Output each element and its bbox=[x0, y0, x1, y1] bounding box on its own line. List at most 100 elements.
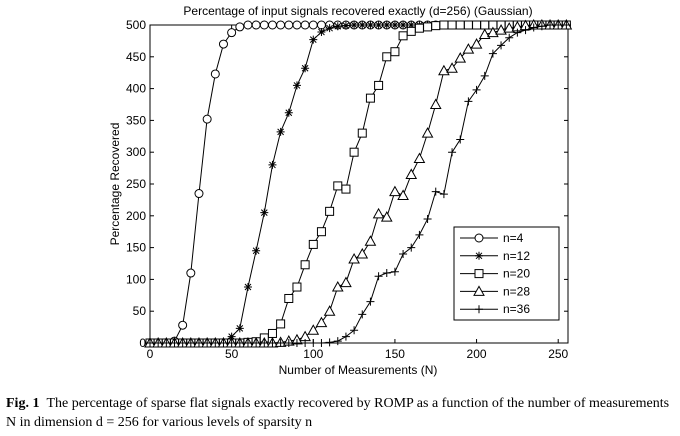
data-point bbox=[349, 147, 359, 157]
data-point bbox=[480, 71, 489, 80]
data-point bbox=[309, 35, 318, 44]
data-point bbox=[480, 20, 490, 30]
data-point bbox=[292, 81, 301, 90]
y-tick-label: 300 bbox=[126, 145, 146, 159]
data-point bbox=[366, 21, 375, 29]
data-point bbox=[356, 247, 369, 259]
data-point bbox=[513, 28, 522, 37]
data-point bbox=[364, 235, 377, 246]
x-axis-label: Number of Measurements (N) bbox=[279, 363, 438, 377]
data-point bbox=[267, 20, 277, 30]
data-point bbox=[497, 41, 506, 50]
y-tick-label: 350 bbox=[126, 113, 146, 127]
data-point bbox=[316, 227, 326, 237]
data-point bbox=[243, 20, 253, 30]
data-point bbox=[301, 64, 310, 73]
data-point bbox=[252, 246, 261, 255]
data-point bbox=[529, 23, 538, 32]
legend-marker bbox=[474, 233, 484, 243]
data-point bbox=[276, 339, 285, 347]
data-point bbox=[331, 281, 344, 292]
data-point bbox=[333, 337, 342, 346]
data-point bbox=[390, 21, 399, 29]
data-point bbox=[348, 253, 360, 264]
data-point bbox=[325, 206, 335, 216]
data-point bbox=[219, 339, 228, 347]
data-point bbox=[390, 47, 400, 57]
data-point bbox=[382, 52, 392, 62]
data-point bbox=[202, 114, 212, 124]
y-tick-label: 400 bbox=[126, 82, 146, 96]
data-point bbox=[243, 339, 252, 347]
data-point bbox=[495, 24, 507, 35]
chart-title: Percentage of input signals recovered ex… bbox=[183, 4, 532, 18]
data-point bbox=[472, 20, 482, 30]
data-point bbox=[358, 310, 367, 319]
data-point bbox=[235, 324, 244, 333]
data-point bbox=[341, 21, 350, 30]
data-point bbox=[505, 33, 514, 42]
data-point bbox=[186, 339, 195, 347]
data-point bbox=[251, 20, 261, 30]
series-line bbox=[150, 24, 567, 344]
data-point bbox=[268, 339, 277, 347]
data-point bbox=[365, 93, 375, 103]
data-point bbox=[357, 128, 367, 138]
data-point bbox=[407, 243, 416, 252]
data-point bbox=[423, 22, 433, 32]
data-point bbox=[413, 152, 426, 164]
legend-label: n=36 bbox=[503, 302, 530, 316]
data-point bbox=[292, 339, 301, 347]
data-point bbox=[186, 268, 196, 278]
data-point bbox=[325, 24, 334, 33]
data-point bbox=[317, 27, 326, 36]
data-point bbox=[521, 26, 530, 35]
data-point bbox=[448, 148, 457, 157]
data-point bbox=[268, 160, 277, 169]
data-point bbox=[414, 23, 424, 33]
data-point bbox=[358, 21, 367, 29]
data-point bbox=[374, 80, 384, 90]
data-point bbox=[380, 211, 393, 222]
x-tick-label: 0 bbox=[147, 347, 154, 361]
data-point bbox=[537, 22, 546, 31]
data-point bbox=[317, 339, 326, 347]
data-point bbox=[382, 269, 391, 278]
data-point bbox=[463, 20, 473, 30]
data-point bbox=[447, 20, 457, 30]
data-point bbox=[406, 26, 416, 36]
data-point bbox=[307, 324, 320, 335]
data-point bbox=[350, 326, 359, 335]
data-point bbox=[252, 339, 261, 347]
data-point bbox=[429, 98, 442, 109]
data-point bbox=[276, 319, 286, 329]
figure-caption-text: The percentage of sparse flat signals ex… bbox=[6, 396, 670, 430]
legend-label: n=12 bbox=[503, 249, 530, 263]
data-point bbox=[300, 20, 310, 30]
data-point bbox=[446, 62, 458, 73]
legend-marker bbox=[475, 305, 483, 314]
data-point bbox=[462, 43, 475, 54]
x-tick-label: 250 bbox=[548, 347, 568, 361]
data-point bbox=[235, 339, 244, 347]
legend-marker bbox=[473, 285, 485, 296]
chart: Percentage of input signals recovered ex… bbox=[108, 4, 573, 377]
data-point bbox=[154, 339, 163, 347]
data-point bbox=[243, 283, 252, 292]
data-point bbox=[227, 28, 237, 38]
data-point bbox=[407, 21, 416, 29]
data-point bbox=[162, 339, 171, 347]
x-tick-label: 100 bbox=[303, 347, 323, 361]
data-point bbox=[301, 339, 310, 347]
data-point bbox=[260, 208, 269, 217]
data-point bbox=[260, 339, 269, 347]
data-point bbox=[421, 127, 434, 138]
data-point bbox=[470, 38, 483, 49]
data-point bbox=[300, 260, 310, 270]
data-point bbox=[397, 189, 409, 200]
data-point bbox=[389, 185, 401, 197]
data-point bbox=[316, 20, 326, 30]
legend: n=4 n=12 n=20 n=28 n=36 bbox=[453, 226, 560, 321]
y-tick-label: 150 bbox=[126, 241, 146, 255]
data-point bbox=[472, 85, 481, 94]
